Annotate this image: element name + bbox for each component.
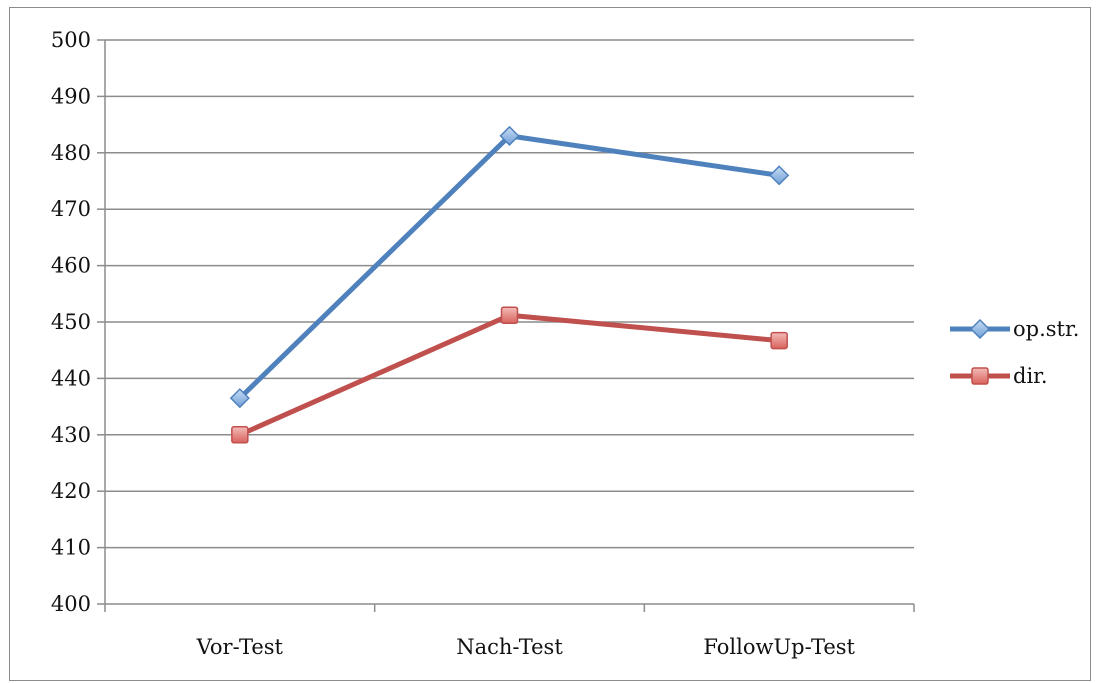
data-point: [769, 165, 790, 186]
y-tick-label: 420: [51, 479, 91, 503]
axes: 400 410 420 430 440 450 460 470 480 490 500 Vor-Tes…: [51, 28, 915, 659]
y-tick-label: 460: [51, 254, 91, 278]
legend-marker: [971, 367, 989, 385]
legend: op.str. dir.: [950, 317, 1079, 388]
data-point: [500, 306, 519, 324]
data-point: [770, 331, 788, 350]
gridlines: [105, 39, 914, 549]
legend-label: op.str.: [1013, 317, 1079, 341]
y-tick-label: 400: [51, 592, 91, 616]
y-tick-label: 430: [51, 423, 91, 447]
y-tick-label: 410: [51, 536, 91, 560]
series-line-op-str: [238, 133, 780, 400]
y-tick-label: 500: [51, 28, 91, 52]
data-point: [499, 125, 520, 146]
legend-marker: [969, 318, 991, 340]
y-tick-label: 440: [51, 366, 91, 390]
data-point: [229, 388, 250, 409]
x-tick-label: Nach-Test: [456, 635, 563, 659]
y-tick-label: 490: [51, 84, 91, 108]
y-tick-label: 450: [51, 310, 91, 334]
x-tick-label: Vor-Test: [196, 635, 284, 659]
chart-frame: [9, 7, 1091, 681]
y-tick-label: 470: [51, 197, 91, 221]
series-line-dir: [238, 312, 780, 438]
series-group: [229, 125, 790, 444]
legend-label: dir.: [1013, 364, 1048, 388]
y-tick-label: 480: [51, 141, 91, 165]
data-point: [231, 426, 249, 444]
x-tick-label: FollowUp-Test: [703, 635, 855, 659]
